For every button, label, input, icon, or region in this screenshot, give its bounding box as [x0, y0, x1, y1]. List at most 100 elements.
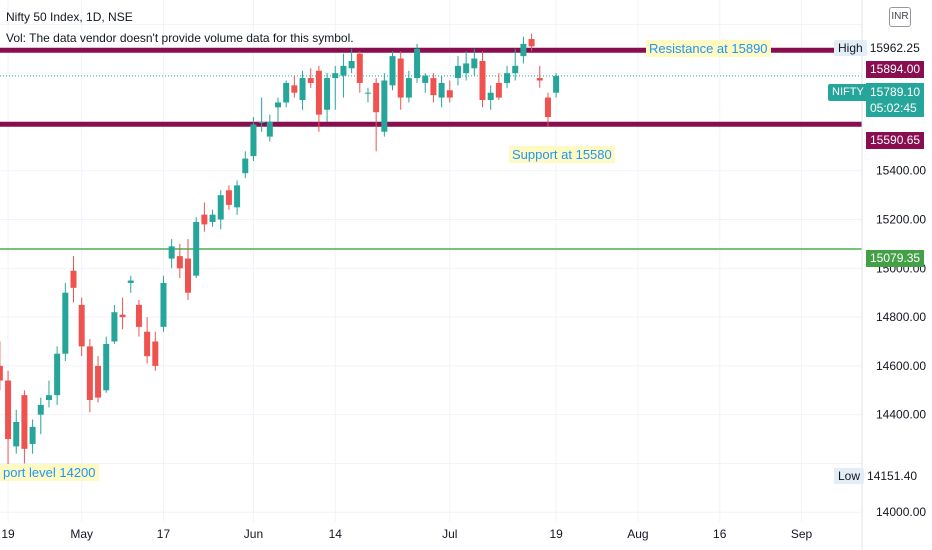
y-tick-label: 14400.00 [876, 408, 926, 422]
candle [528, 33, 535, 52]
candle [176, 243, 183, 279]
candle-body [86, 346, 93, 401]
time-axis: 19 May 17 Jun 14 Jul 19 Aug 16 Sep [1, 527, 812, 541]
candle [201, 202, 208, 232]
candle-body [250, 124, 257, 157]
candle [348, 48, 355, 74]
candle-body [479, 60, 486, 101]
y-tick-label: 14000.00 [876, 505, 926, 519]
candle-body [364, 92, 371, 94]
resistance-annotation[interactable]: Resistance at 15890 [646, 40, 771, 57]
candle-body [119, 314, 126, 318]
candle [54, 346, 61, 405]
candle [209, 209, 216, 227]
candle-body [340, 65, 347, 76]
candle-body [454, 65, 461, 79]
candle-body [78, 304, 85, 347]
candle [446, 80, 453, 103]
candle-body [348, 60, 355, 69]
candle [242, 151, 249, 179]
candle-body [234, 185, 241, 208]
candle-body [242, 158, 249, 174]
candle [119, 297, 126, 330]
candle [21, 390, 28, 464]
x-tick-label: Sep [791, 527, 813, 541]
candle [266, 114, 273, 142]
symbol-title: Nifty 50 Index, 1D, NSE [6, 10, 133, 24]
candle [520, 36, 527, 64]
candle-body [528, 39, 535, 47]
candle [389, 51, 396, 91]
candle-body [144, 331, 151, 357]
candle-body [504, 73, 511, 83]
candle-body [209, 214, 216, 222]
candle [13, 409, 20, 454]
candle [430, 73, 437, 103]
candle [168, 239, 175, 269]
candle [217, 190, 224, 230]
support-annotation[interactable]: Support at 15580 [509, 146, 615, 163]
candle [234, 180, 241, 215]
candle [78, 297, 85, 357]
candle-body [422, 75, 429, 83]
x-tick-label: 19 [1, 527, 15, 541]
support-level-annotation[interactable]: port level 14200 [0, 464, 99, 481]
candle [144, 317, 151, 364]
candle-body [414, 48, 421, 79]
candle [454, 56, 461, 86]
candle [111, 304, 118, 344]
candle [160, 275, 167, 332]
low-label: Low 14151.40 [834, 468, 921, 484]
last-price-label: 15789.10 05:02:45 [866, 83, 925, 117]
candle [340, 53, 347, 98]
x-tick-label: 17 [157, 527, 171, 541]
candle [45, 380, 52, 408]
candle-body [62, 292, 69, 354]
candle-body [111, 312, 118, 342]
y-tick-label: 15200.00 [876, 213, 926, 227]
candle-body [127, 280, 134, 283]
candle-body [397, 58, 404, 98]
candlestick-series [0, 33, 560, 469]
candle [70, 256, 77, 303]
candle [37, 397, 44, 435]
candle-body [45, 395, 52, 401]
candle [5, 370, 12, 469]
candle [397, 51, 404, 110]
candle [471, 48, 478, 76]
candle-body [103, 343, 110, 391]
candle-body [495, 82, 502, 98]
candle-body [29, 426, 36, 444]
candle-body [512, 65, 519, 74]
candle-body [135, 304, 142, 327]
candle-body [168, 246, 175, 259]
resistance-price-label: 15894.00 [866, 61, 925, 78]
candle-body [553, 75, 560, 93]
candle-body [389, 56, 396, 86]
candle-body [70, 270, 77, 288]
candle-body [332, 73, 339, 79]
candle-body [217, 195, 224, 220]
candle [512, 48, 519, 81]
candle-body [405, 78, 412, 98]
candle [381, 73, 388, 137]
y-tick-label: 15400.00 [876, 164, 926, 178]
candle [62, 282, 69, 362]
chart-grid [0, 0, 862, 522]
candle [422, 73, 429, 93]
low-key: Low [834, 468, 865, 484]
candle-body [37, 404, 44, 415]
candle [103, 336, 110, 393]
candle-body [201, 214, 208, 225]
x-tick-label: Jun [244, 527, 263, 541]
candle [0, 341, 3, 391]
low-value: 14151.40 [864, 468, 921, 484]
candle [536, 65, 543, 88]
candle [185, 239, 192, 301]
currency-button[interactable]: INR [889, 7, 911, 27]
candle [307, 68, 314, 88]
candle-body [487, 92, 494, 101]
candle [225, 185, 232, 210]
x-tick-label: 14 [329, 527, 343, 541]
